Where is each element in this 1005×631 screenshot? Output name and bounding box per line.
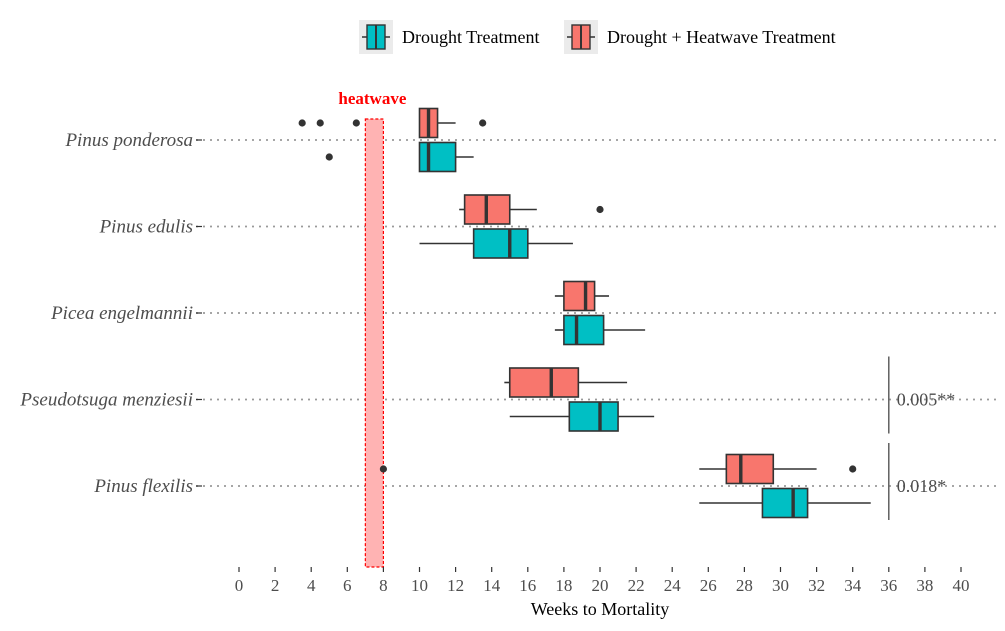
heatwave-label: heatwave (338, 89, 406, 108)
x-tick-label-12: 12 (447, 576, 464, 595)
x-tick-label-32: 32 (808, 576, 825, 595)
x-tick-label-4: 4 (307, 576, 316, 595)
x-tick-label-24: 24 (664, 576, 682, 595)
category-labels: Pinus ponderosa Pinus edulis Picea engelma… (19, 130, 193, 497)
x-tick-label-36: 36 (880, 576, 897, 595)
box-drought-heatwave-treatment-pinus-edulis (459, 194, 604, 225)
x-tick-label-0: 0 (235, 576, 244, 595)
x-axis: 0 2 4 6 8 10 12 14 16 18 20 22 24 26 28 30 32 34 36 38 40 (196, 139, 970, 595)
x-tick-label-30: 30 (772, 576, 789, 595)
box-drought-heatwave-treatment-pinus-flexilis (379, 453, 857, 485)
x-tick-label-2: 2 (271, 576, 280, 595)
x-tick-label-10: 10 (411, 576, 428, 595)
x-tick-label-20: 20 (592, 576, 609, 595)
x-tick-label-40: 40 (953, 576, 970, 595)
gridlines (196, 139, 1000, 487)
heatwave-band: heatwave (338, 89, 407, 568)
x-tick-label-28: 28 (736, 576, 753, 595)
legend-label-drought-heatwave-treatment: Drought + Heatwave Treatment (607, 27, 836, 47)
category-label-pseudotsuga-menziesii: Pseudotsuga menziesii (19, 390, 193, 411)
box-drought-treatment-pinus-edulis (419, 228, 573, 259)
outlier-drought-heatwave-treatment-pinus-ponderosa-1 (316, 119, 324, 127)
legend: Drought Treatment Drought + Heatwave Trea… (359, 20, 836, 54)
x-tick-label-38: 38 (916, 576, 933, 595)
iqr-box-drought-treatment-pinus-ponderosa (418, 141, 457, 173)
iqr-box-drought-treatment-picea-engelmannii (563, 314, 605, 346)
box-drought-heatwave-treatment-pseudotsuga-menziesii (504, 367, 628, 398)
legend-item-drought-treatment: Drought Treatment (359, 20, 540, 54)
x-tick-label-22: 22 (628, 576, 645, 595)
heatwave-rect (364, 118, 385, 568)
iqr-box-drought-treatment-pinus-edulis (472, 228, 529, 259)
iqr-box-drought-heatwave-treatment-picea-engelmannii (563, 280, 596, 312)
iqr-box-drought-treatment-pinus-flexilis (761, 487, 809, 519)
outlier-drought-heatwave-treatment-pinus-ponderosa-3 (479, 119, 487, 127)
box-drought-heatwave-treatment-picea-engelmannii (554, 280, 610, 312)
box-drought-treatment-pseudotsuga-menziesii (509, 401, 655, 432)
x-tick-label-18: 18 (555, 576, 572, 595)
x-tick-label-14: 14 (483, 576, 501, 595)
iqr-box-drought-treatment-pseudotsuga-menziesii (568, 401, 619, 432)
outlier-drought-heatwave-treatment-pinus-flexilis-1 (849, 465, 857, 473)
outlier-drought-heatwave-treatment-pinus-ponderosa-0 (298, 119, 306, 127)
x-tick-label-16: 16 (519, 576, 536, 595)
significance-annotations: 0.005** 0.018* (888, 356, 956, 520)
significance-label-pseudotsuga-menziesii: 0.005** (897, 390, 956, 410)
outlier-drought-heatwave-treatment-pinus-edulis-0 (596, 205, 604, 214)
box-drought-heatwave-treatment-pinus-ponderosa (298, 107, 487, 139)
legend-label-drought-treatment: Drought Treatment (402, 27, 540, 47)
iqr-box-drought-heatwave-treatment-pinus-flexilis (725, 453, 775, 485)
legend-item-drought-heatwave-treatment: Drought + Heatwave Treatment (564, 20, 836, 54)
category-label-pinus-flexilis: Pinus flexilis (93, 476, 193, 497)
x-tick-label-34: 34 (844, 576, 862, 595)
outlier-drought-heatwave-treatment-pinus-ponderosa-2 (352, 119, 360, 127)
x-tick-label-8: 8 (379, 576, 388, 595)
category-label-pinus-edulis: Pinus edulis (99, 217, 193, 238)
outlier-drought-treatment-pinus-ponderosa-0 (325, 153, 333, 161)
category-label-pinus-ponderosa: Pinus ponderosa (64, 130, 193, 151)
category-label-picea-engelmannii: Picea engelmannii (50, 303, 193, 324)
iqr-box-drought-heatwave-treatment-pseudotsuga-menziesii (508, 367, 580, 398)
x-tick-label-6: 6 (343, 576, 352, 595)
boxes (298, 107, 871, 519)
x-tick-label-26: 26 (700, 576, 717, 595)
box-drought-treatment-pinus-ponderosa (325, 141, 474, 173)
box-drought-treatment-pinus-flexilis (699, 487, 871, 519)
box-drought-treatment-picea-engelmannii (554, 314, 646, 346)
outlier-drought-heatwave-treatment-pinus-flexilis-0 (379, 465, 387, 473)
significance-label-pinus-flexilis: 0.018* (897, 476, 947, 496)
x-axis-title: Weeks to Mortality (531, 599, 670, 619)
